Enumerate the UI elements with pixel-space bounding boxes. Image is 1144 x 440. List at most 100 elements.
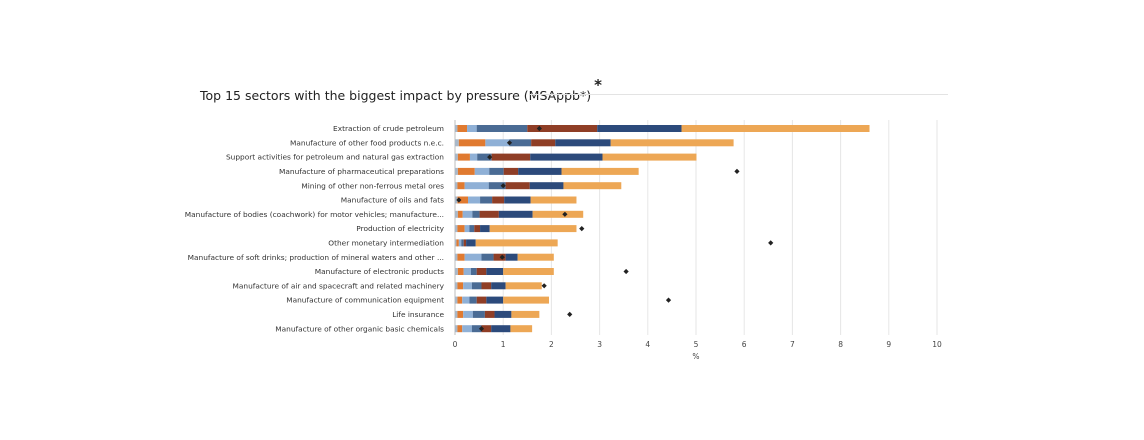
bar-segment [555, 139, 611, 147]
bar-segment [457, 225, 465, 233]
bar-segment [505, 182, 530, 190]
bar-segment [504, 196, 531, 204]
bar-segment [455, 125, 458, 132]
category-label: Manufacture of bodies (coachwork) for mo… [185, 210, 444, 219]
bar-segment [474, 225, 481, 233]
bar-segment [455, 196, 458, 204]
bar-segment [470, 268, 477, 275]
bar-segment [472, 310, 485, 318]
bar-segment [455, 268, 458, 275]
bar-segment [530, 153, 603, 161]
x-tick-label: 9 [886, 340, 891, 349]
category-label: Manufacture of other food products n.e.c… [290, 138, 444, 147]
bar-segment [503, 167, 519, 175]
bar-segment [455, 225, 458, 233]
bar-segment [468, 196, 481, 204]
bar-segment [489, 225, 577, 233]
bar-segment [491, 325, 511, 333]
bar-segment [457, 253, 465, 261]
bar-segment [469, 153, 478, 161]
marker-point [579, 226, 585, 232]
marker-point [506, 140, 513, 146]
bar-segment [505, 253, 518, 261]
category-label: Manufacture of pharmaceutical preparatio… [279, 167, 444, 176]
bar-segment [531, 139, 556, 147]
bar-segment [480, 196, 493, 204]
bar-segment [457, 310, 464, 318]
bar-segment [457, 182, 465, 190]
title-divider [530, 94, 948, 95]
bar-segment [474, 167, 490, 175]
bar-segment [457, 167, 475, 175]
bar-segment [505, 282, 542, 290]
bar-segment [509, 139, 532, 147]
bar-segment [469, 225, 475, 233]
bar-segment [475, 239, 558, 247]
category-label: Manufacture of electronic products [315, 267, 444, 276]
bar-segment [455, 139, 459, 147]
bar-segment [458, 139, 486, 147]
bar-segment [597, 125, 682, 132]
x-tick-label: 3 [597, 340, 602, 349]
bar-segment [463, 239, 467, 247]
bar-segment [455, 167, 458, 175]
bar-segment [457, 268, 464, 275]
bar-segment [463, 282, 472, 290]
chart-title-text: Top 15 sectors with the biggest impact b… [200, 88, 592, 103]
marker-point [623, 268, 629, 275]
bar-segment [462, 210, 473, 218]
bar-segment [602, 153, 697, 161]
bar-segment [455, 239, 457, 247]
x-tick-label: 6 [742, 340, 747, 349]
bar-segment [511, 310, 540, 318]
bar-segment [484, 310, 495, 318]
category-label: Other monetary intermediation [328, 239, 444, 248]
bar-segment [494, 310, 512, 318]
bar-segment [455, 210, 458, 218]
category-label: Manufacture of other organic basic chemi… [275, 324, 444, 333]
bar-segment [455, 182, 458, 190]
bar-segment [455, 325, 458, 333]
marker-point [487, 154, 493, 160]
category-label: Manufacture of communication equipment [286, 296, 444, 305]
bar-segment [485, 139, 510, 147]
bar-segment [457, 210, 463, 218]
marker-point [665, 297, 672, 303]
chart-title: Top 15 sectors with the biggest impact b… [200, 76, 602, 104]
bar-segment [457, 196, 469, 204]
bar-segment [481, 325, 492, 333]
bar-segment [477, 153, 492, 161]
x-axis-label: % [692, 352, 699, 361]
bar-segment [471, 325, 482, 333]
bar-segment [493, 253, 506, 261]
bar-segment [517, 253, 554, 261]
category-label: Manufacture of oils and fats [341, 196, 444, 205]
bar-segment [476, 125, 528, 132]
bar-segment [463, 268, 471, 275]
bar-segment [457, 282, 464, 290]
bar-segment [561, 167, 639, 175]
marker-point [478, 326, 485, 332]
marker-point [541, 283, 547, 289]
bar-segment [476, 268, 487, 275]
bar-segment [681, 125, 870, 132]
category-labels: Extraction of crude petroleum Manufacture… [185, 124, 445, 333]
bar-segment [479, 210, 499, 218]
bar-segment [464, 182, 489, 190]
bar-segment [481, 282, 492, 290]
bar-segment [486, 268, 504, 275]
bar-segment [467, 125, 477, 132]
marker-point [562, 211, 568, 217]
marker-point [768, 240, 774, 246]
bar-segment [464, 225, 470, 233]
bar-segment [472, 210, 480, 218]
marker-point [500, 183, 506, 189]
bar-segment [529, 182, 564, 190]
bar-segment [464, 253, 482, 261]
x-tick-label: 7 [790, 340, 795, 349]
bar-segment [457, 125, 468, 132]
bar-segment [462, 325, 472, 333]
bar-segment [498, 210, 533, 218]
bar-segment [489, 167, 504, 175]
category-label: Mining of other non-ferrous metal ores [301, 181, 444, 190]
